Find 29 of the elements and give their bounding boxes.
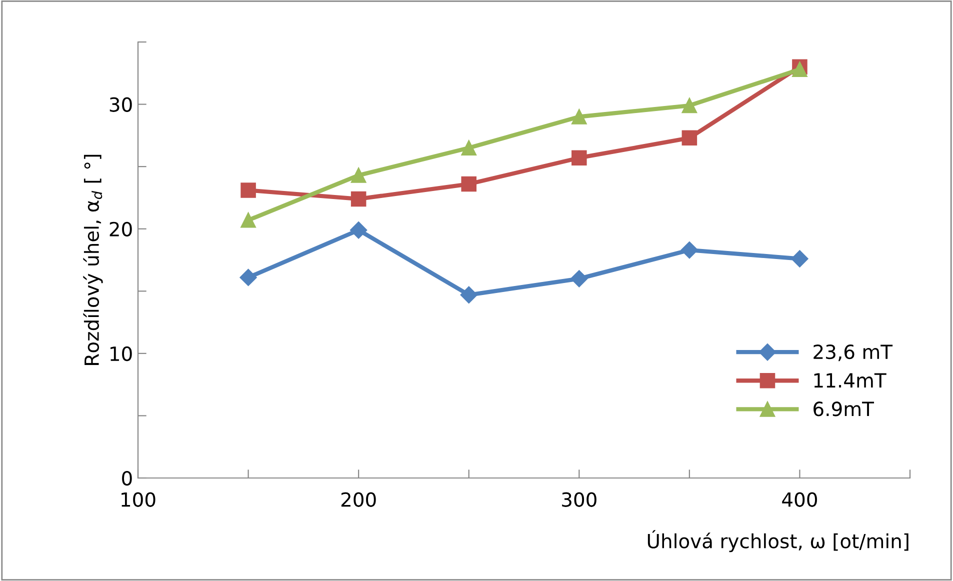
y-tick-label: 0 [122, 470, 132, 486]
point [240, 268, 257, 286]
point [461, 140, 476, 156]
point [240, 182, 256, 198]
point [240, 212, 256, 228]
point [350, 168, 366, 183]
point [350, 191, 366, 207]
point [461, 176, 476, 192]
point [682, 98, 698, 114]
y-tick-label: 30 [110, 97, 132, 112]
y-tick-label: 20 [110, 222, 132, 237]
point [682, 130, 698, 146]
point [680, 241, 698, 259]
point [460, 286, 478, 304]
y-tick-label: 10 [110, 346, 132, 362]
point [572, 109, 587, 124]
legend-label: 23,6 mT [814, 344, 893, 362]
legend-label: 6.9mT [814, 402, 874, 416]
x-tick-label: 200 [341, 492, 376, 507]
x-tick-label: 300 [562, 492, 596, 507]
point [572, 150, 587, 166]
x-tick-label: 400 [782, 492, 817, 507]
point [350, 222, 368, 239]
point [570, 270, 588, 288]
point [791, 250, 808, 268]
y-axis-title: Rozdílový úhel, α$_{d}$ [ °] [83, 154, 103, 365]
x-axis-title: Úhlová rychlost, ω [ot/min] [648, 530, 908, 552]
x-tick-label: 100 [122, 492, 156, 507]
legend-label: 11.4mT [814, 373, 886, 388]
